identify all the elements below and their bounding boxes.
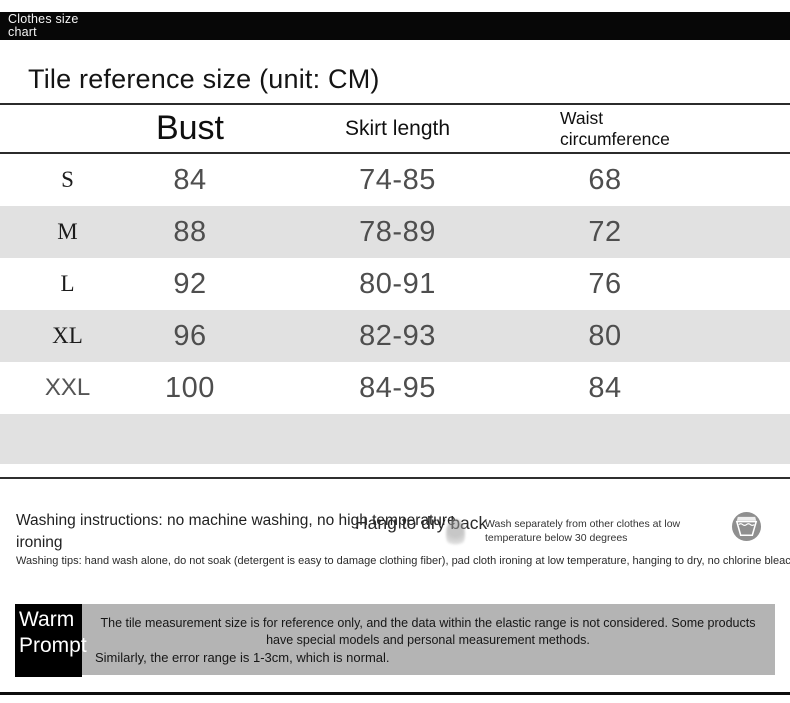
cell-waist: 76 — [588, 267, 622, 300]
header-cell-skirt-length: Skirt length — [344, 116, 451, 140]
bottom-divider — [0, 692, 790, 695]
cell-size: XL — [52, 323, 83, 348]
cell-skirt-length: 74-85 — [359, 163, 436, 196]
cell-size: XXL — [44, 374, 91, 401]
hang-dry-stamp-icon — [446, 519, 465, 548]
cell-bust: 96 — [173, 319, 207, 352]
cell-waist: 80 — [588, 319, 622, 352]
cell-skirt-length: 84-95 — [359, 371, 436, 404]
hang-to-dry-text: Hang to dry back — [355, 513, 488, 533]
cell-skirt-length: 80-91 — [359, 267, 436, 300]
wash-tub-icon — [731, 511, 762, 542]
table-row: XL 96 82-93 80 — [0, 310, 790, 362]
section-divider — [0, 477, 790, 479]
cell-skirt-length: 78-89 — [359, 215, 436, 248]
cell-waist: 68 — [588, 163, 622, 196]
corner-label: Clothes size chart — [8, 12, 79, 39]
cell-waist: 84 — [588, 371, 622, 404]
size-table: Bust Skirt length Waist circumference S … — [0, 103, 790, 464]
cell-size: M — [57, 219, 78, 244]
header-cell-bust: Bust — [155, 109, 225, 147]
wash-separately-note: Wash separately from other clothes at lo… — [485, 518, 681, 544]
warm-prompt-text: The tile measurement size is for referen… — [100, 616, 756, 647]
top-black-bar: Clothes size chart — [0, 12, 790, 40]
cell-bust: 84 — [173, 163, 207, 196]
table-row: M 88 78-89 72 — [0, 206, 790, 258]
warm-prompt-section: Warm Prompt The tile measurement size is… — [0, 592, 790, 692]
title-section: Tile reference size (unit: CM) — [0, 40, 790, 103]
cell-size: L — [60, 271, 75, 296]
header-cell-waist: Waist circumference — [560, 107, 670, 149]
washing-instructions-text: Washing instructions: no machine washing… — [16, 512, 456, 552]
table-header-row: Bust Skirt length Waist circumference — [0, 105, 790, 154]
warm-prompt-label: Warm Prompt — [15, 604, 87, 677]
table-row: L 92 80-91 76 — [0, 258, 790, 310]
table-row: S 84 74-85 68 — [0, 154, 790, 206]
empty-stripe-row — [0, 414, 790, 464]
warm-prompt-body-box: The tile measurement size is for referen… — [82, 604, 775, 675]
cell-size: S — [61, 167, 74, 192]
page-title: Tile reference size (unit: CM) — [28, 64, 380, 94]
table-row: XXL 100 84-95 84 — [0, 362, 790, 414]
cell-skirt-length: 82-93 — [359, 319, 436, 352]
cell-waist: 72 — [588, 215, 622, 248]
warm-prompt-note: Similarly, the error range is 1-3cm, whi… — [95, 649, 390, 665]
cell-bust: 100 — [165, 371, 215, 404]
care-section: Washing instructions: no machine washing… — [0, 479, 790, 592]
cell-bust: 92 — [173, 267, 207, 300]
washing-tips-text: Washing tips: hand wash alone, do not so… — [16, 555, 790, 567]
cell-bust: 88 — [173, 215, 207, 248]
top-white-gap — [0, 0, 790, 12]
